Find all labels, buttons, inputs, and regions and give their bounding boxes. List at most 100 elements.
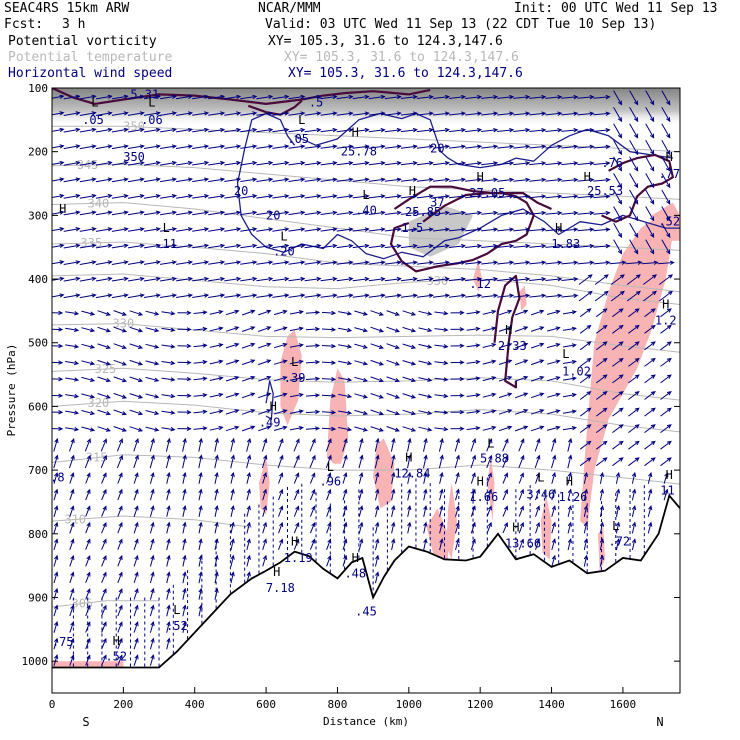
forecast-hour: 3 h <box>62 17 86 32</box>
wind-vector-423 <box>241 392 256 399</box>
wind-vector-890 <box>513 177 531 183</box>
wind-vector-467 <box>272 144 290 149</box>
wind-vector-609 <box>352 144 370 149</box>
wind-vector-968 <box>551 538 556 551</box>
wind-vector-739 <box>418 426 433 432</box>
wind-vector-883 <box>502 505 508 517</box>
wind-vector-54 <box>65 410 80 415</box>
wind-vector-632 <box>358 521 364 534</box>
wind-vector-796 <box>454 437 460 452</box>
wind-vector-299 <box>177 426 192 431</box>
wind-vector-728 <box>416 243 434 249</box>
x-tick-label-200: 200 <box>113 698 133 711</box>
wind-vector-223 <box>145 310 160 316</box>
wind-vector-200 <box>133 505 139 517</box>
wind-vector-386 <box>224 276 242 282</box>
wind-vector-287 <box>176 227 194 232</box>
wind-vector-783 <box>448 227 467 232</box>
wind-vector-274 <box>166 571 171 584</box>
pv-extremum-label-13: L <box>362 188 369 202</box>
pv-extremum-label-71: .75 <box>52 635 74 649</box>
x-tick-label-800: 800 <box>328 698 348 711</box>
wind-vector-709 <box>402 376 417 383</box>
wind-vector-56 <box>69 438 75 452</box>
wind-vector-481 <box>273 376 288 382</box>
wind-vector-319 <box>192 210 210 216</box>
wind-vector-880 <box>502 454 509 468</box>
wind-vector-1069 <box>612 308 624 318</box>
wind-vector-665 <box>384 111 402 116</box>
wind-vector-409 <box>240 160 258 166</box>
wind-vector-843 <box>481 293 499 298</box>
pv-extremum-label-58: H <box>512 520 519 534</box>
wind-vector-446 <box>256 276 274 282</box>
wind-vector-407 <box>240 127 258 133</box>
wind-vector-239 <box>149 571 155 584</box>
pv-extremum-label-25: 27.05 <box>469 186 505 200</box>
wind-vector-552 <box>320 161 338 166</box>
wind-vector-246 <box>160 111 178 116</box>
wind-vector-252 <box>160 210 178 216</box>
wind-vector-1099 <box>628 341 640 351</box>
wind-vector-439 <box>256 160 274 166</box>
wind-vector-7 <box>52 210 65 215</box>
wind-vector-158 <box>113 392 127 399</box>
wind-vector-354 <box>208 260 226 265</box>
y-tick-label-100: 100 <box>28 82 48 95</box>
pv-extremum-label-72: H <box>59 202 66 216</box>
high-wind-region-12 <box>519 285 527 311</box>
wind-vector-370 <box>214 521 219 534</box>
wind-vector-751 <box>432 161 451 166</box>
wind-vector-756 <box>432 243 451 249</box>
wind-vector-1097 <box>628 308 640 318</box>
pv-extremum-label-33: H <box>662 298 669 312</box>
wind-vector-150 <box>111 260 129 265</box>
y-tick-label-600: 600 <box>28 400 48 413</box>
wind-vector-281 <box>176 127 194 133</box>
wind-vector-484 <box>273 425 288 431</box>
wind-vector-961 <box>546 425 561 431</box>
wind-vector-566 <box>321 393 337 398</box>
wind-vector-85 <box>81 343 96 349</box>
wind-vector-678 <box>386 326 400 333</box>
wind-vector-516 <box>293 488 300 501</box>
wind-vector-1041 <box>595 324 608 334</box>
plot-frame <box>51 87 681 694</box>
wind-vector-261 <box>161 360 176 366</box>
wind-vector-996 <box>567 521 572 534</box>
wind-vector-1065 <box>613 239 623 255</box>
wind-vector-250 <box>160 177 178 183</box>
wind-vector-170 <box>117 588 123 600</box>
wind-vector-950 <box>545 243 563 249</box>
wind-vector-6 <box>52 193 65 199</box>
wind-vector-462 <box>262 538 267 551</box>
wind-vector-685 <box>390 437 396 452</box>
wind-vector-755 <box>432 227 451 232</box>
pv-extremum-label-20: H <box>409 184 416 198</box>
wind-vector-613 <box>352 210 370 216</box>
wind-vector-1153 <box>660 324 672 334</box>
wind-vector-353 <box>208 243 226 249</box>
wind-vector-27 <box>53 538 59 551</box>
x-end-label-right: N <box>656 715 663 729</box>
wind-vector-45 <box>63 260 81 265</box>
wind-vector-175 <box>127 94 145 100</box>
wind-vector-497 <box>288 177 306 182</box>
pv-extremum-label-0: 5.31 <box>130 87 159 101</box>
wind-vector-523 <box>304 144 322 149</box>
wind-vector-212 <box>143 127 161 133</box>
wind-vector-217 <box>143 210 161 216</box>
wind-vector-408 <box>240 144 258 149</box>
wind-vector-1095 <box>626 274 641 285</box>
wind-vector-216 <box>143 194 161 199</box>
wind-vector-594 <box>338 377 353 382</box>
wind-vector-1125 <box>644 308 656 318</box>
wind-vector-525 <box>304 177 322 182</box>
wind-vector-579 <box>336 127 354 133</box>
wind-vector-656 <box>374 454 380 469</box>
wind-vector-944 <box>545 144 563 149</box>
wind-vector-31 <box>53 604 59 617</box>
wind-vector-815 <box>465 293 483 298</box>
wind-vector-1085 <box>629 106 639 123</box>
wind-vector-1029 <box>593 128 611 133</box>
